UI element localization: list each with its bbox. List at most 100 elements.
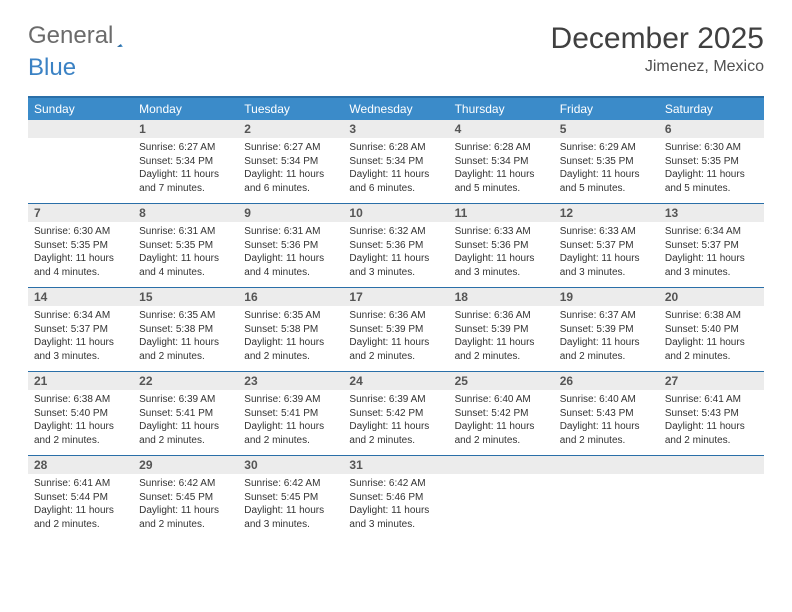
day-number-cell: 18 bbox=[449, 288, 554, 306]
brand-logo: General bbox=[28, 22, 151, 50]
dayhead-wed: Wednesday bbox=[343, 98, 448, 120]
sunset-text: Sunset: 5:46 PM bbox=[349, 491, 442, 505]
sunset-text: Sunset: 5:40 PM bbox=[34, 407, 127, 421]
day-content-cell: Sunrise: 6:30 AMSunset: 5:35 PMDaylight:… bbox=[659, 138, 764, 203]
day-number-cell: 15 bbox=[133, 288, 238, 306]
day-content-cell: Sunrise: 6:28 AMSunset: 5:34 PMDaylight:… bbox=[343, 138, 448, 203]
day-number-cell: 7 bbox=[28, 204, 133, 222]
daylight-text: Daylight: 11 hours and 2 minutes. bbox=[560, 336, 653, 363]
day-number-cell: 20 bbox=[659, 288, 764, 306]
sunset-text: Sunset: 5:41 PM bbox=[139, 407, 232, 421]
day-number-cell bbox=[554, 456, 659, 474]
sunset-text: Sunset: 5:36 PM bbox=[244, 239, 337, 253]
daylight-text: Daylight: 11 hours and 5 minutes. bbox=[665, 168, 758, 195]
sunset-text: Sunset: 5:39 PM bbox=[560, 323, 653, 337]
sunset-text: Sunset: 5:34 PM bbox=[455, 155, 548, 169]
sunset-text: Sunset: 5:44 PM bbox=[34, 491, 127, 505]
sunrise-text: Sunrise: 6:34 AM bbox=[34, 309, 127, 323]
dayhead-sat: Saturday bbox=[659, 98, 764, 120]
day-content-cell: Sunrise: 6:39 AMSunset: 5:41 PMDaylight:… bbox=[133, 390, 238, 455]
day-content-cell: Sunrise: 6:35 AMSunset: 5:38 PMDaylight:… bbox=[238, 306, 343, 371]
sunrise-text: Sunrise: 6:30 AM bbox=[34, 225, 127, 239]
sunrise-text: Sunrise: 6:27 AM bbox=[244, 141, 337, 155]
sunrise-text: Sunrise: 6:42 AM bbox=[244, 477, 337, 491]
day-content-cell: Sunrise: 6:33 AMSunset: 5:37 PMDaylight:… bbox=[554, 222, 659, 287]
day-content-cell: Sunrise: 6:32 AMSunset: 5:36 PMDaylight:… bbox=[343, 222, 448, 287]
sunset-text: Sunset: 5:38 PM bbox=[139, 323, 232, 337]
day-content-cell: Sunrise: 6:34 AMSunset: 5:37 PMDaylight:… bbox=[659, 222, 764, 287]
triangle-icon bbox=[117, 26, 123, 46]
daylight-text: Daylight: 11 hours and 3 minutes. bbox=[244, 504, 337, 531]
sunrise-text: Sunrise: 6:40 AM bbox=[455, 393, 548, 407]
daylight-text: Daylight: 11 hours and 6 minutes. bbox=[244, 168, 337, 195]
sunrise-text: Sunrise: 6:39 AM bbox=[349, 393, 442, 407]
content-row: Sunrise: 6:38 AMSunset: 5:40 PMDaylight:… bbox=[28, 390, 764, 456]
daylight-text: Daylight: 11 hours and 6 minutes. bbox=[349, 168, 442, 195]
daynum-row: 21222324252627 bbox=[28, 372, 764, 390]
daylight-text: Daylight: 11 hours and 2 minutes. bbox=[560, 420, 653, 447]
day-content-cell bbox=[449, 474, 554, 539]
day-number-cell: 9 bbox=[238, 204, 343, 222]
day-content-cell: Sunrise: 6:37 AMSunset: 5:39 PMDaylight:… bbox=[554, 306, 659, 371]
sunrise-text: Sunrise: 6:41 AM bbox=[665, 393, 758, 407]
day-content-cell: Sunrise: 6:42 AMSunset: 5:45 PMDaylight:… bbox=[238, 474, 343, 539]
daylight-text: Daylight: 11 hours and 2 minutes. bbox=[244, 336, 337, 363]
sunrise-text: Sunrise: 6:28 AM bbox=[455, 141, 548, 155]
sunset-text: Sunset: 5:34 PM bbox=[244, 155, 337, 169]
brand-word-2: Blue bbox=[28, 54, 76, 82]
day-number-cell: 16 bbox=[238, 288, 343, 306]
sunrise-text: Sunrise: 6:30 AM bbox=[665, 141, 758, 155]
day-number-cell: 10 bbox=[343, 204, 448, 222]
day-number-cell: 11 bbox=[449, 204, 554, 222]
day-number-cell: 25 bbox=[449, 372, 554, 390]
sunset-text: Sunset: 5:39 PM bbox=[455, 323, 548, 337]
sunset-text: Sunset: 5:36 PM bbox=[349, 239, 442, 253]
content-row: Sunrise: 6:34 AMSunset: 5:37 PM Daylight:… bbox=[28, 306, 764, 372]
day-content-cell bbox=[28, 138, 133, 203]
month-title: December 2025 bbox=[551, 22, 764, 56]
daynum-row: 123456 bbox=[28, 120, 764, 138]
day-content-cell: Sunrise: 6:31 AMSunset: 5:35 PMDaylight:… bbox=[133, 222, 238, 287]
day-content-cell: Sunrise: 6:28 AMSunset: 5:34 PMDaylight:… bbox=[449, 138, 554, 203]
daylight-text: Daylight: 11 hours and 2 minutes. bbox=[34, 504, 127, 531]
sunset-text: Sunset: 5:37 PM bbox=[34, 323, 127, 337]
dayhead-mon: Monday bbox=[133, 98, 238, 120]
day-number-cell: 19 bbox=[554, 288, 659, 306]
daylight-text: Daylight: 11 hours and 4 minutes. bbox=[244, 252, 337, 279]
sunrise-text: Sunrise: 6:32 AM bbox=[349, 225, 442, 239]
sunset-text: Sunset: 5:35 PM bbox=[560, 155, 653, 169]
sunrise-text: Sunrise: 6:33 AM bbox=[455, 225, 548, 239]
day-number-cell bbox=[28, 120, 133, 138]
day-number-cell: 30 bbox=[238, 456, 343, 474]
day-number-cell: 23 bbox=[238, 372, 343, 390]
daylight-text: Daylight: 11 hours and 4 minutes. bbox=[139, 252, 232, 279]
calendar-header-row: Sunday Monday Tuesday Wednesday Thursday… bbox=[28, 98, 764, 120]
daylight-text: Daylight: 11 hours and 2 minutes. bbox=[455, 420, 548, 447]
daylight-text: Daylight: 11 hours and 3 minutes. bbox=[349, 504, 442, 531]
weeks-container: 123456Sunrise: 6:27 AMSunset: 5:34 PMDay… bbox=[28, 120, 764, 539]
day-content-cell: Sunrise: 6:42 AMSunset: 5:45 PMDaylight:… bbox=[133, 474, 238, 539]
daynum-row: 78910111213 bbox=[28, 204, 764, 222]
sunset-text: Sunset: 5:42 PM bbox=[349, 407, 442, 421]
dayhead-tue: Tuesday bbox=[238, 98, 343, 120]
sunset-text: Sunset: 5:37 PM bbox=[665, 239, 758, 253]
day-content-cell: Sunrise: 6:41 AMSunset: 5:44 PMDaylight:… bbox=[28, 474, 133, 539]
day-number-cell bbox=[659, 456, 764, 474]
sunset-text: Sunset: 5:40 PM bbox=[665, 323, 758, 337]
sunrise-text: Sunrise: 6:40 AM bbox=[560, 393, 653, 407]
daylight-text: Daylight: 11 hours and 2 minutes. bbox=[34, 420, 127, 447]
daynum-row: 28293031 bbox=[28, 456, 764, 474]
sunset-text: Sunset: 5:45 PM bbox=[244, 491, 337, 505]
day-number-cell: 26 bbox=[554, 372, 659, 390]
sunrise-text: Sunrise: 6:41 AM bbox=[34, 477, 127, 491]
sunset-text: Sunset: 5:37 PM bbox=[560, 239, 653, 253]
daylight-text: Daylight: 11 hours and 2 minutes. bbox=[139, 504, 232, 531]
day-content-cell: Sunrise: 6:41 AMSunset: 5:43 PMDaylight:… bbox=[659, 390, 764, 455]
calendar: Sunday Monday Tuesday Wednesday Thursday… bbox=[28, 96, 764, 539]
sunset-text: Sunset: 5:35 PM bbox=[665, 155, 758, 169]
sunrise-text: Sunrise: 6:36 AM bbox=[455, 309, 548, 323]
daylight-text: Daylight: 11 hours and 3 minutes. bbox=[665, 252, 758, 279]
daylight-text: Daylight: 11 hours and 4 minutes. bbox=[34, 252, 127, 279]
day-number-cell: 28 bbox=[28, 456, 133, 474]
sunset-text: Sunset: 5:35 PM bbox=[34, 239, 127, 253]
